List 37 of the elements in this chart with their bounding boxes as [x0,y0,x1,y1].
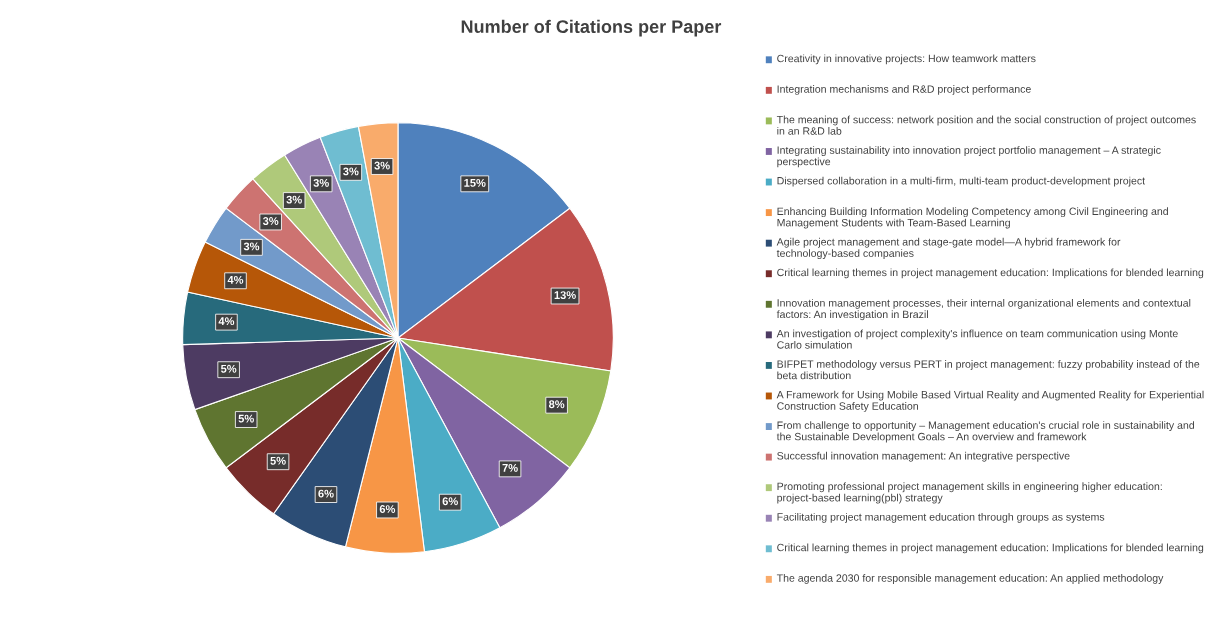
legend-label: Facilitating project management education through groups as systems [777,512,1105,523]
data-label: 3% [374,161,390,170]
legend-label: Dispersed collaboration in a multi-firm, multi-team product-development project [777,176,1146,187]
legend-label: Integrating sustainability into innovation project portfolio management – A strategic perspective [777,146,1161,168]
legend-label: Successful innovation management: An integrative perspective [777,451,1070,462]
legend-label: The agenda 2030 for responsible management education: An applied methodology [776,574,1164,584]
legend-label: Innovation management processes, their internal organizational elements and contextual factors: An investigation in Brazil [776,298,1191,321]
data-label: 4% [227,275,244,284]
legend-label: An investigation of project complexity's influence on team communication using Monte Carlo simulation [776,329,1178,349]
legend-label: Critical learning themes in project management education: Implications for blended learning [777,543,1204,554]
legend-label: Promoting professional project management skills in engineering higher education: project-based learning(pbl) strategy [777,482,1162,504]
legend-label: Creativity in innovative projects: How teamwork matters [777,54,1036,65]
data-label: 5% [220,364,237,373]
legend-label: Critical learning themes in project management education: Implications for blended learning [777,268,1204,279]
legend-label: Integration mechanisms and R&D project performance [777,85,1031,95]
legend-label: BIFPET methodology versus PERT in project management: fuzzy probability instead of the beta distribution [777,360,1200,380]
data-label: 15% [464,178,486,187]
legend-label: From challenge to opportunity – Management education's crucial role in sustainability and the Sustainable Development Goals – An overview and framework [776,421,1195,443]
data-label: 3% [262,217,279,225]
legend-label: Agile project management and stage-gate model—A hybrid framework for technology-based companies [776,237,1121,260]
data-label: 5% [270,456,286,465]
legend-label: The meaning of success: network position and the social construction of project outcomes in an R&D lab [776,115,1196,135]
data-label: 4% [218,317,235,326]
chart-title: Number of Citations per Paper [461,19,722,37]
data-label: 5% [238,414,254,423]
legend-label: A Framework for Using Mobile Based Virtual Reality and Augmented Reality for Experiential Construction Safety Education [776,390,1204,412]
data-label: 7% [502,464,518,472]
data-label: 6% [442,497,458,506]
data-label: 6% [318,489,334,498]
data-label: 3% [313,178,329,187]
data-label: 3% [286,195,302,204]
legend-label: Enhancing Building Information Modeling Competency among Civil Engineering and Management Students with Team-Based Learning [777,207,1168,229]
data-label: 3% [243,242,260,251]
data-label: 3% [343,167,359,176]
data-label: 6% [379,505,396,513]
data-label: 13% [554,291,576,300]
data-label: 8% [548,400,565,409]
